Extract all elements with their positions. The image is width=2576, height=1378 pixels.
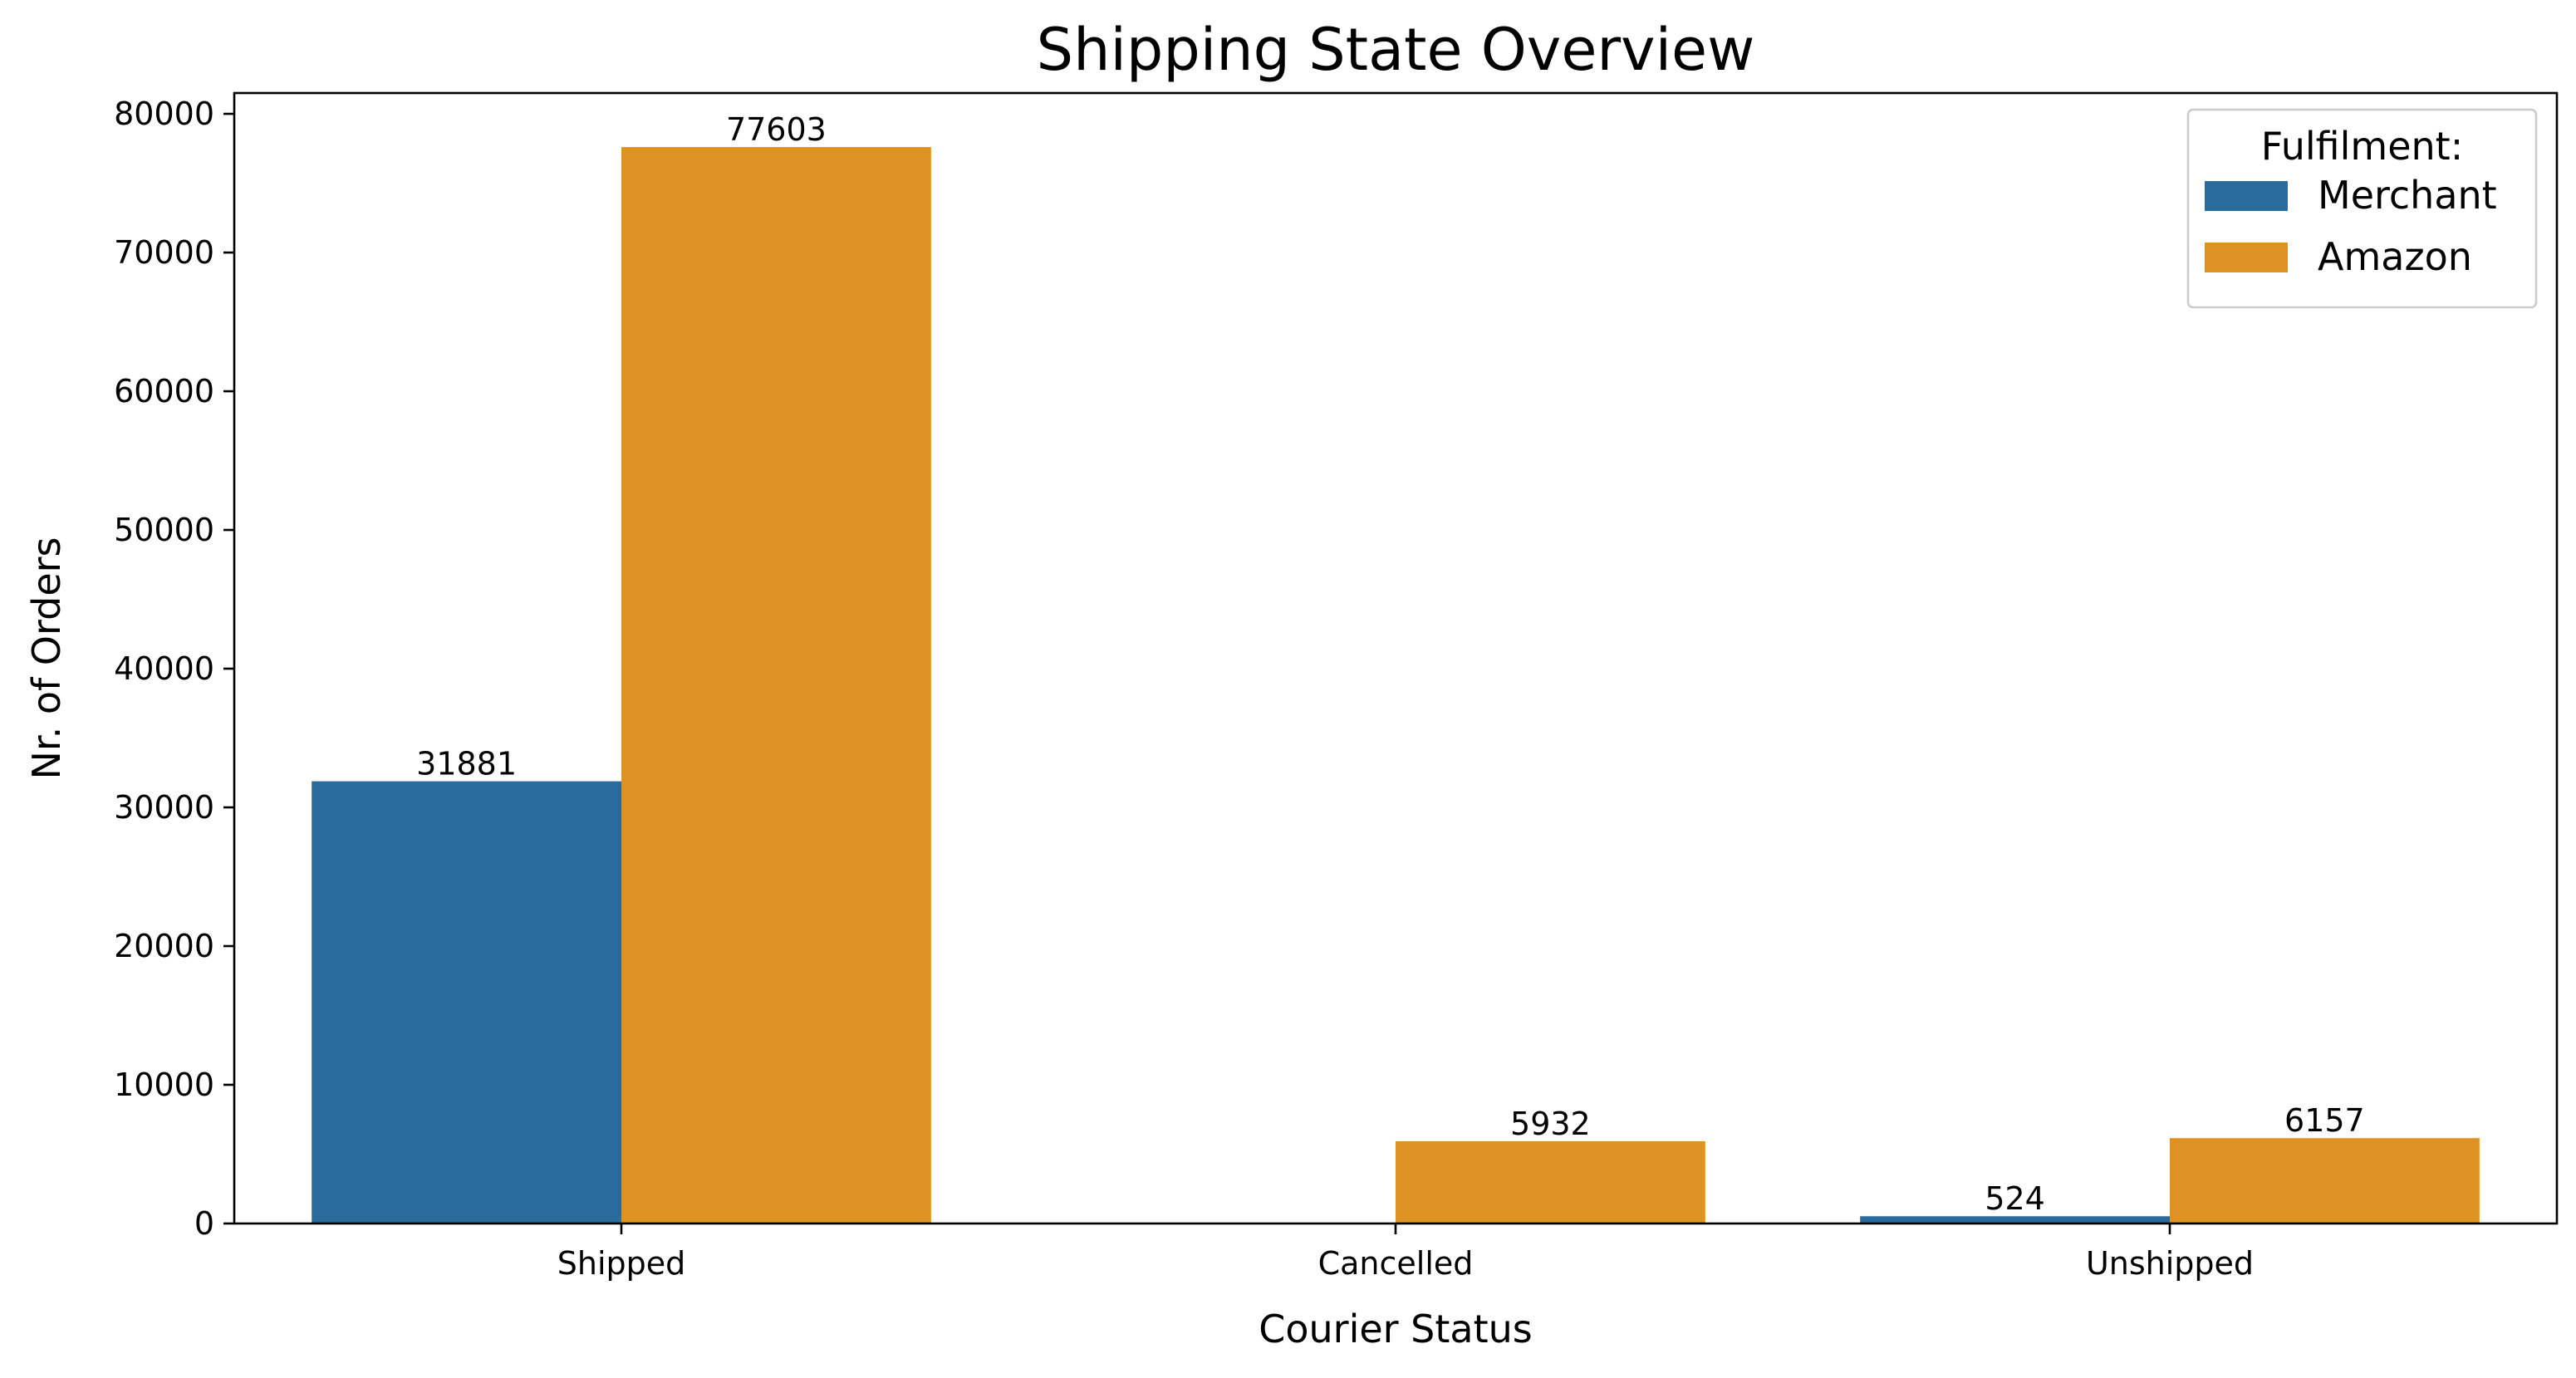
y-tick-label: 0 <box>194 1205 214 1242</box>
data-labels-layer: 31881 77603 5932 524 6157 <box>416 111 2365 1217</box>
y-tick-label: 10000 <box>114 1067 214 1103</box>
legend-label-merchant: Merchant <box>2318 173 2497 218</box>
y-tick-label: 60000 <box>114 373 214 409</box>
x-tick-label: Cancelled <box>1318 1245 1474 1282</box>
legend-swatch-merchant <box>2205 181 2288 211</box>
legend: Fulfilment: Merchant Amazon <box>2186 108 2538 309</box>
chart-title: Shipping State Overview <box>1037 16 1755 84</box>
data-label-amazon-unshipped: 6157 <box>2284 1102 2365 1139</box>
x-tick-label: Shipped <box>557 1245 686 1282</box>
legend-label-amazon: Amazon <box>2318 234 2472 279</box>
data-label-amazon-shipped: 77603 <box>726 111 827 148</box>
y-tick-label: 50000 <box>114 512 214 548</box>
y-tick-label: 40000 <box>114 650 214 687</box>
y-tick-label: 20000 <box>114 928 214 964</box>
bars-layer <box>312 147 2480 1224</box>
y-axis: 0 10000 20000 30000 40000 50000 60000 70000 8000… <box>114 96 234 1242</box>
x-tick-label: Unshipped <box>2086 1245 2254 1282</box>
y-axis-title: Nr. of Orders <box>24 537 69 780</box>
x-axis: Shipped Cancelled Unshipped <box>557 1224 2254 1282</box>
legend-entries: Merchant Amazon <box>2205 173 2497 279</box>
bar-amazon-cancelled <box>1396 1140 1705 1224</box>
data-label-merchant-shipped: 31881 <box>416 746 517 782</box>
data-label-amazon-cancelled: 5932 <box>1510 1106 1591 1142</box>
bar-merchant-shipped <box>312 781 621 1224</box>
legend-swatch-amazon <box>2205 243 2288 272</box>
x-axis-title: Courier Status <box>1259 1307 1533 1351</box>
bar-amazon-shipped <box>621 147 931 1224</box>
bar-merchant-unshipped <box>1860 1216 2170 1224</box>
y-tick-label: 30000 <box>114 789 214 826</box>
data-label-merchant-unshipped: 524 <box>1985 1180 2045 1217</box>
legend-title: Fulfilment: <box>2261 124 2463 169</box>
bar-amazon-unshipped <box>2170 1138 2480 1224</box>
y-tick-label: 70000 <box>114 234 214 271</box>
y-tick-label: 80000 <box>114 96 214 132</box>
